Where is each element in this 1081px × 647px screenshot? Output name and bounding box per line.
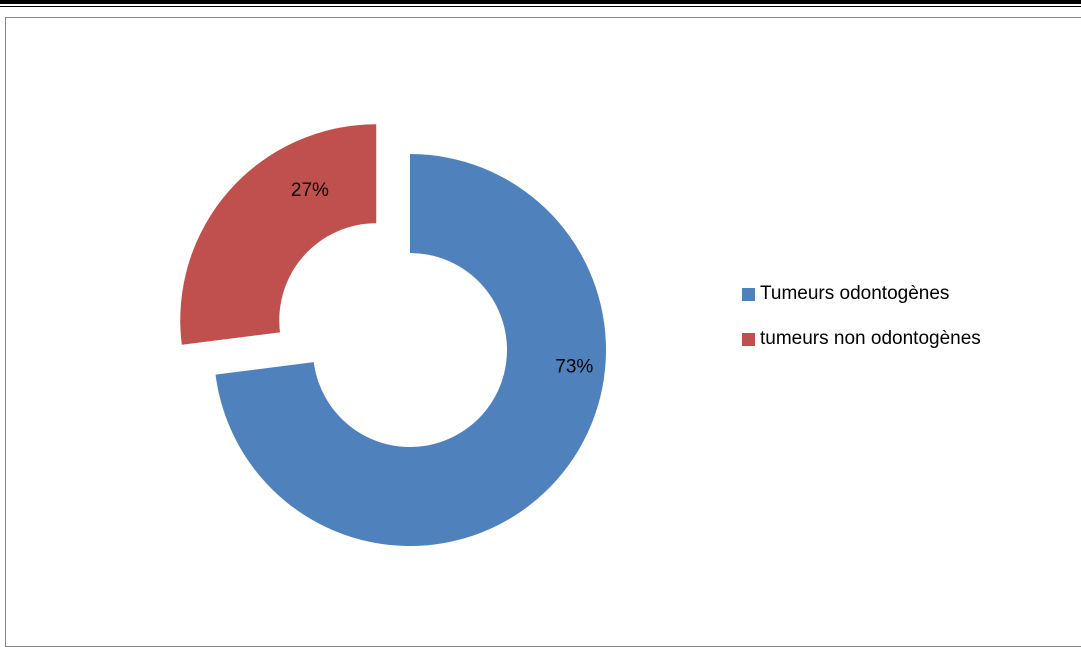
slice-tumeurs-odontogenes xyxy=(215,154,606,546)
page-top-border-thin xyxy=(0,6,1081,7)
legend-label-tumeurs-non-odontogenes: tumeurs non odontogènes xyxy=(760,328,981,349)
legend-item-tumeurs-non-odontogenes: tumeurs non odontogènes xyxy=(742,328,981,350)
legend-label-tumeurs-odontogenes: Tumeurs odontogènes xyxy=(760,283,950,304)
slice-tumeurs-non-odontogenes xyxy=(180,124,377,345)
legend-swatch-blue xyxy=(742,287,755,301)
legend-item-tumeurs-odontogenes: Tumeurs odontogènes xyxy=(742,283,981,305)
page-top-border-thick xyxy=(0,0,1081,4)
legend: Tumeurs odontogènes tumeurs non odontogè… xyxy=(742,283,981,373)
data-label-tumeurs-odontogenes: 73% xyxy=(555,356,593,377)
legend-swatch-red xyxy=(742,332,755,346)
data-label-tumeurs-non-odontogenes: 27% xyxy=(291,180,329,201)
donut-chart: 73% 27% xyxy=(180,124,606,546)
